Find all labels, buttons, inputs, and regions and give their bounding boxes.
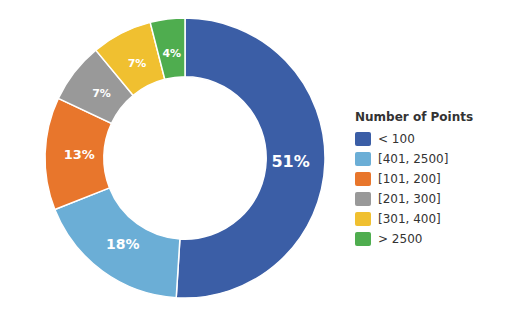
- donut-slice: [150, 18, 185, 79]
- data-label: 18%: [106, 236, 140, 252]
- legend-swatch: [355, 232, 371, 246]
- legend-swatch: [355, 212, 371, 226]
- data-label: 4%: [162, 47, 181, 60]
- chart: 51% 18% 13% 7% 7% 4% Number of Points < 100 [401…: [0, 0, 526, 316]
- data-label: 7%: [92, 87, 111, 100]
- legend-label: < 100: [378, 132, 415, 146]
- data-label: 13%: [64, 147, 95, 162]
- legend-label: [101, 200]: [378, 172, 441, 186]
- data-label: 7%: [128, 57, 147, 70]
- legend-swatch: [355, 152, 371, 166]
- legend-swatch: [355, 132, 371, 146]
- legend: Number of Points < 100 [401, 2500] [101, 20…: [355, 110, 473, 246]
- slices: [45, 18, 325, 298]
- legend-label: [401, 2500]: [378, 152, 448, 166]
- data-labels: 51% 18% 13% 7% 7% 4%: [64, 47, 310, 252]
- chart-container: 51% 18% 13% 7% 7% 4% Number of Points < 100 [401…: [0, 0, 526, 316]
- legend-label: > 2500: [378, 232, 422, 246]
- legend-title: Number of Points: [355, 110, 473, 124]
- legend-label: [301, 400]: [378, 212, 441, 226]
- legend-label: [201, 300]: [378, 192, 441, 206]
- donut-slice: [55, 188, 180, 298]
- donut-slice: [176, 18, 325, 298]
- legend-swatch: [355, 172, 371, 186]
- data-label: 51%: [271, 152, 309, 171]
- legend-swatch: [355, 192, 371, 206]
